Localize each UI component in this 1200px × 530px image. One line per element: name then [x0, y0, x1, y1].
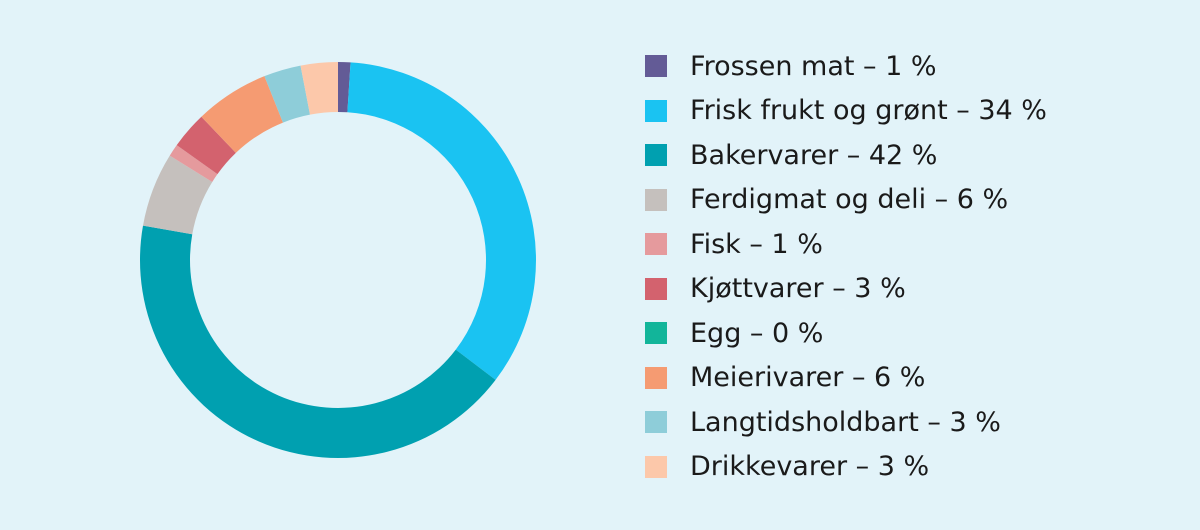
legend-item-frossen-mat: Frossen mat – 1 % [645, 44, 1047, 89]
legend-item-frisk-frukt-og-gront: Frisk frukt og grønt – 34 % [645, 89, 1047, 134]
legend-swatch [645, 233, 667, 256]
legend-swatch [645, 55, 667, 78]
legend-item-drikkevarer: Drikkevarer – 3 % [645, 445, 1047, 490]
legend-swatch [645, 322, 667, 345]
legend-item-bakervarer: Bakervarer – 42 % [645, 133, 1047, 178]
legend-item-meierivarer: Meierivarer – 6 % [645, 356, 1047, 401]
slice-kjottvarer [176, 116, 236, 175]
legend-label: Egg – 0 % [690, 317, 824, 349]
legend-item-ferdigmat-og-deli: Ferdigmat og deli – 6 % [645, 178, 1047, 223]
slice-drikkevarer [300, 62, 338, 115]
slice-frossen-mat [338, 62, 351, 113]
legend-label: Ferdigmat og deli – 6 % [690, 184, 1009, 216]
slice-fisk [169, 145, 218, 182]
slice-langtidsholdbart [264, 65, 310, 123]
slice-frisk-frukt-og-gront [347, 62, 536, 380]
legend-swatch [645, 99, 667, 122]
slice-ferdigmat-og-deli [143, 155, 213, 235]
slice-meierivarer [201, 76, 283, 153]
legend-label: Drikkevarer – 3 % [690, 451, 930, 483]
legend-label: Frossen mat – 1 % [690, 50, 937, 82]
legend-swatch [645, 188, 667, 211]
legend-label: Kjøttvarer – 3 % [690, 273, 906, 305]
legend-swatch [645, 455, 667, 478]
legend-swatch [645, 277, 667, 300]
legend-item-egg: Egg – 0 % [645, 311, 1047, 356]
legend-label: Fisk – 1 % [690, 228, 823, 260]
legend-label: Meierivarer – 6 % [690, 362, 926, 394]
legend-swatch [645, 144, 667, 167]
legend: Frossen mat – 1 % Frisk frukt og grønt –… [645, 44, 1047, 489]
legend-swatch [645, 366, 667, 389]
legend-label: Frisk frukt og grønt – 34 % [690, 95, 1047, 127]
legend-item-fisk: Fisk – 1 % [645, 222, 1047, 267]
legend-label: Langtidsholdbart – 3 % [690, 406, 1001, 438]
legend-item-kjottvarer: Kjøttvarer – 3 % [645, 267, 1047, 312]
legend-swatch [645, 411, 667, 434]
legend-item-langtidsholdbart: Langtidsholdbart – 3 % [645, 400, 1047, 445]
donut-chart [140, 62, 536, 459]
legend-label: Bakervarer – 42 % [690, 139, 938, 171]
slice-bakervarer [140, 225, 496, 459]
